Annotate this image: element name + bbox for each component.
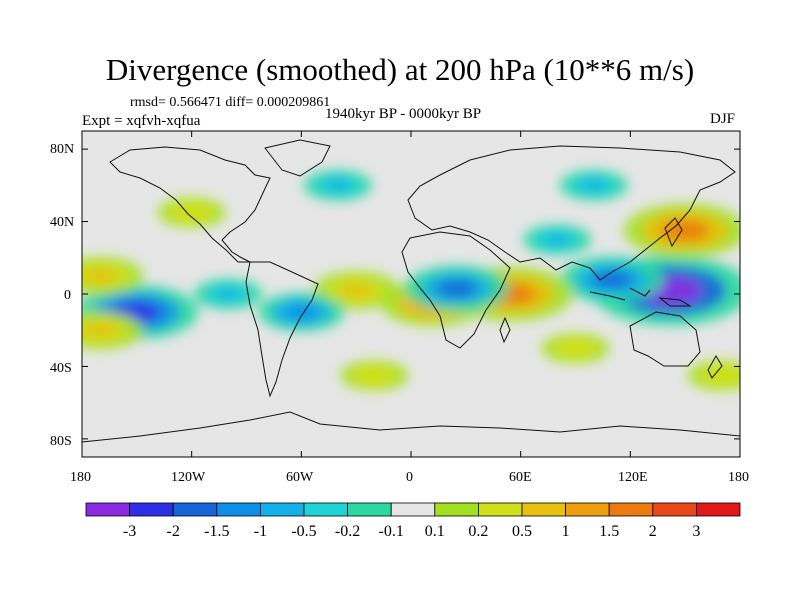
lon-tick-label: 120E — [618, 470, 648, 485]
anomaly-blob — [561, 342, 590, 355]
lat-tick-label: 0 — [64, 288, 71, 303]
anomaly-blob — [435, 279, 478, 298]
lon-tick-label: 180 — [728, 470, 749, 485]
anomaly-blob — [360, 369, 389, 382]
lon-tick-label: 60W — [286, 470, 314, 485]
coast-antarctica — [82, 411, 740, 443]
coast-greenland — [264, 139, 331, 177]
anomaly-blob — [284, 304, 319, 320]
anomaly-blob — [338, 282, 374, 299]
coast-new-zealand — [707, 355, 723, 379]
experiment-label: Expt = xqfvh-xqfua — [82, 113, 201, 129]
anomaly-blob — [82, 268, 118, 284]
anomaly-blob — [82, 322, 118, 338]
lon-tick-label: 60E — [509, 470, 532, 485]
coastlines — [82, 139, 740, 443]
axis-ticks — [81, 131, 741, 457]
lon-tick-label: 0 — [406, 470, 413, 485]
lat-tick-label: 80N — [50, 142, 75, 157]
anomaly-blob — [708, 369, 736, 382]
coast-australia — [629, 311, 701, 367]
lat-tick-label: 40N — [50, 215, 75, 230]
coast-africa — [401, 231, 511, 349]
coast-japan — [664, 217, 683, 248]
anomaly-blob — [591, 270, 633, 289]
coast-madagascar — [499, 316, 511, 344]
rmsd-label: rmsd= 0.566471 diff= 0.000209861 — [130, 95, 331, 110]
anomaly-blob — [543, 233, 571, 246]
lat-tick-label: 40S — [50, 361, 72, 376]
map-title: Divergence (smoothed) at 200 hPa (10**6 … — [105, 52, 695, 87]
period-label: 1940kyr BP - 0000kyr BP — [325, 106, 482, 122]
coast-maritime — [589, 287, 692, 307]
coast-north-america — [109, 146, 271, 263]
lon-tick-label: 180 — [70, 470, 91, 485]
anomaly-blob — [580, 179, 608, 192]
anomaly-blob — [324, 179, 352, 192]
anomaly-blob — [660, 219, 710, 242]
season-label: DJF — [710, 111, 736, 127]
coast-south-america — [245, 261, 319, 398]
anomaly-blob — [214, 287, 242, 301]
lon-tick-label: 120W — [171, 470, 206, 485]
coast-eurasia — [407, 145, 736, 281]
lat-tick-label: 80S — [50, 434, 72, 449]
anomaly-blob — [177, 206, 206, 219]
